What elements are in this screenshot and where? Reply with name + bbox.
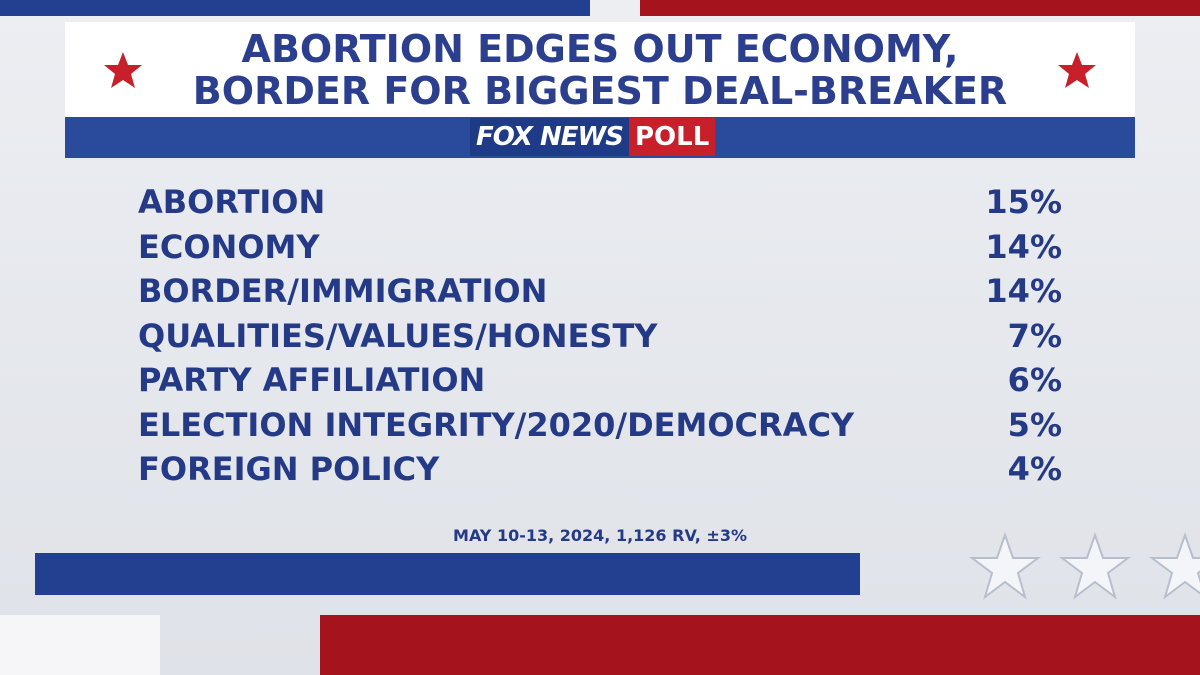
- star-icon: [1058, 52, 1096, 88]
- table-row: PARTY AFFILIATION 6%: [138, 358, 1062, 402]
- row-label: FOREIGN POLICY: [138, 450, 440, 488]
- table-row: QUALITIES/VALUES/HONESTY 7%: [138, 314, 1062, 358]
- row-label: ECONOMY: [138, 227, 320, 266]
- table-row: ABORTION 15%: [138, 180, 1062, 224]
- row-value: 14%: [985, 227, 1062, 266]
- logo-brand: FOX NEWS: [470, 118, 629, 156]
- logo: FOX NEWS POLL: [470, 118, 716, 156]
- logo-label: POLL: [628, 118, 716, 156]
- footnote: MAY 10-13, 2024, 1,126 RV, ±3%: [453, 526, 747, 545]
- star-icon: [104, 52, 142, 88]
- title-box: ABORTION EDGES OUT ECONOMY, BORDER FOR B…: [65, 22, 1135, 117]
- row-label: ELECTION INTEGRITY/2020/DEMOCRACY: [138, 405, 855, 444]
- deco-band: [0, 615, 160, 675]
- deco-band: [35, 553, 860, 595]
- row-label: ABORTION: [138, 183, 326, 221]
- row-label: QUALITIES/VALUES/HONESTY: [138, 316, 658, 355]
- deco-band: [320, 615, 1200, 675]
- row-label: PARTY AFFILIATION: [138, 361, 486, 399]
- row-value: 15%: [985, 183, 1062, 221]
- table-row: BORDER/IMMIGRATION 14%: [138, 269, 1062, 313]
- title-line: ABORTION EDGES OUT ECONOMY,: [241, 27, 959, 71]
- deco-stars: [969, 531, 1200, 600]
- row-value: 6%: [1007, 361, 1062, 399]
- row-value: 5%: [1007, 405, 1062, 444]
- row-value: 7%: [1007, 316, 1062, 355]
- deco-band: [640, 0, 1200, 16]
- deco-band: [0, 0, 590, 16]
- title-line: BORDER FOR BIGGEST DEAL-BREAKER: [192, 69, 1008, 113]
- row-value: 14%: [985, 272, 1062, 310]
- table-row: FOREIGN POLICY 4%: [138, 447, 1062, 491]
- table-row: ECONOMY 14%: [138, 225, 1062, 269]
- row-value: 4%: [1007, 450, 1062, 488]
- row-label: BORDER/IMMIGRATION: [138, 272, 548, 310]
- table-row: ELECTION INTEGRITY/2020/DEMOCRACY 5%: [138, 403, 1062, 447]
